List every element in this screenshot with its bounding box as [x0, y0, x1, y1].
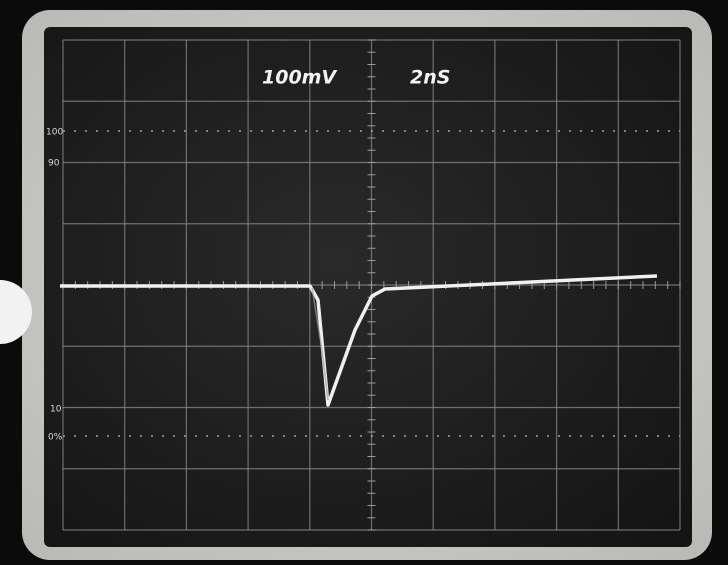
volts-label: 100mV [262, 67, 337, 89]
graticule-label: 100 [46, 128, 63, 138]
graticule-label: 0% [48, 433, 63, 443]
oscilloscope-photo: 100mV 2nS 100 90 10 0% [0, 0, 728, 565]
graticule-label: 10 [50, 405, 62, 415]
graticule-label: 90 [48, 159, 60, 169]
page: {"screen": {"volts_per_div": "100mV", "t… [0, 0, 728, 565]
time-label: 2nS [410, 67, 450, 89]
